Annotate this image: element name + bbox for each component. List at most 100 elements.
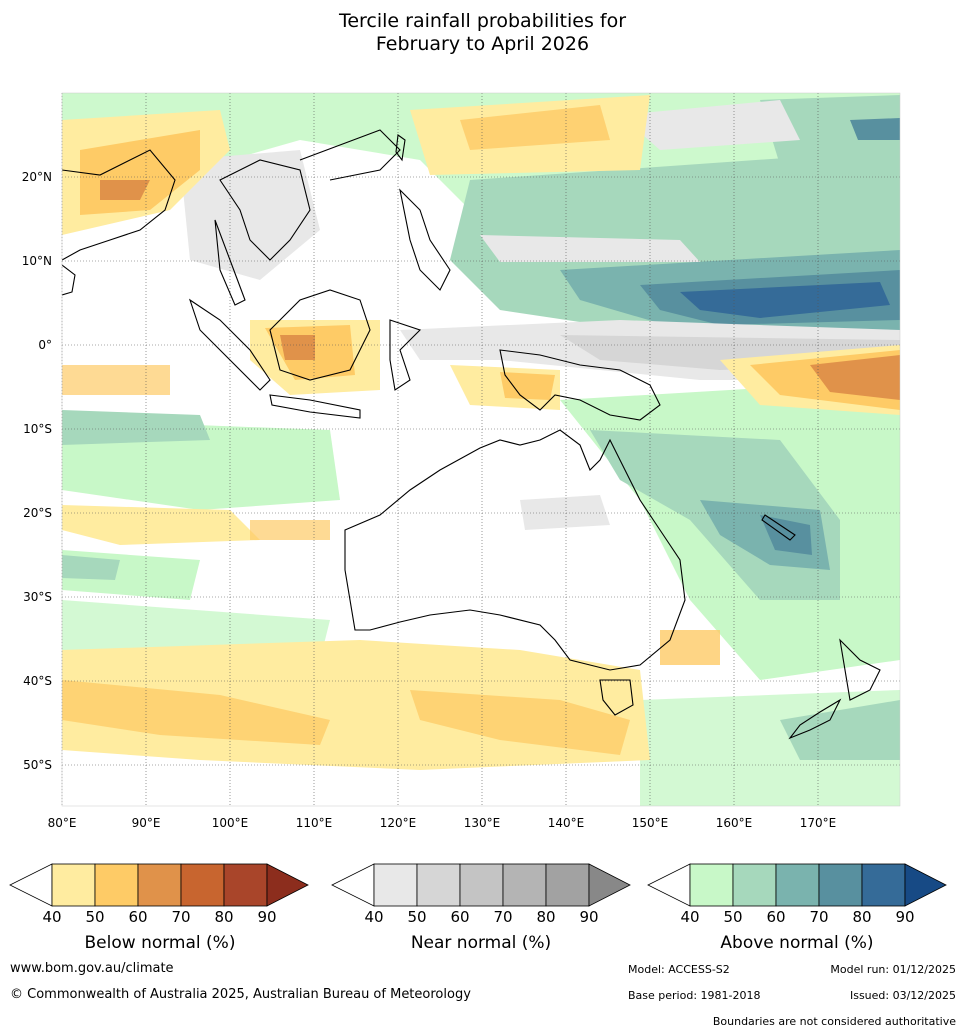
map-title: Tercile rainfall probabilities for Febru… (0, 10, 965, 56)
map-frame (61, 92, 901, 807)
legend-below-tick: 40 (42, 908, 61, 926)
legend-near-tick: 80 (536, 908, 555, 926)
below-60-india (100, 180, 150, 200)
legend-near-min-arrow (331, 863, 375, 907)
near-40-seasia (180, 150, 320, 280)
legend-below-tick: 80 (214, 908, 233, 926)
above-50-indian (62, 410, 210, 445)
legend-colorbars: 40 50 60 70 80 90 40 50 60 70 80 90 40 50 60 70 80 90 (9, 863, 947, 926)
indochina-coast (219, 159, 311, 261)
below-50-south-band-2 (410, 690, 630, 755)
lat-label: 0° (38, 338, 52, 352)
probability-fields (62, 93, 900, 806)
tasmania-coast (599, 679, 634, 716)
sri-lanka (62, 264, 76, 296)
legend-below-tick: 60 (128, 908, 147, 926)
new-caledonia (761, 514, 796, 541)
below-50-south-band (62, 680, 330, 745)
lat-label: 30°S (23, 590, 52, 604)
issued-date: Issued: 03/12/2025 (849, 989, 956, 1002)
legend-near-tick: 70 (493, 908, 512, 926)
below-60-east-png (810, 355, 900, 400)
below-60-borneo (280, 335, 315, 360)
legend-below-min-arrow (9, 863, 53, 907)
graticule (61, 93, 900, 806)
legend-near-swatch (373, 863, 418, 907)
legend-near-swatch (459, 863, 504, 907)
title-line-2: February to April 2026 (375, 33, 590, 55)
near-40-mid (520, 495, 610, 530)
legend-near-tick: 50 (407, 908, 426, 926)
lat-label: 10°N (22, 254, 52, 268)
legend-above-tick: 70 (809, 908, 828, 926)
philippines-coast (399, 188, 451, 291)
below-40-tasman (660, 630, 720, 665)
website-link[interactable]: www.bom.gov.au/climate (10, 961, 174, 976)
lon-label: 150°E (632, 816, 669, 830)
below-40-ind-mid (62, 505, 260, 545)
legend-below-swatch (51, 863, 96, 907)
legend-above-tick: 50 (723, 908, 742, 926)
lon-label: 90°E (132, 816, 161, 830)
legend-above-max-arrow (904, 863, 947, 907)
boundary-disclaimer: Boundaries are not considered authoritat… (712, 1015, 956, 1028)
legend-above-swatch (861, 863, 906, 907)
above-60-north-pacific (850, 118, 900, 140)
sulawesi-coast (389, 319, 422, 391)
malay-peninsula (214, 219, 246, 306)
below-40-mid-2 (250, 520, 330, 540)
new-zealand-north (839, 638, 881, 701)
legend-above-swatch (732, 863, 777, 907)
lon-label: 80°E (48, 816, 77, 830)
india-coast (62, 149, 176, 261)
lon-label: 160°E (716, 816, 753, 830)
model-run: Model run: 01/12/2025 (830, 963, 956, 976)
below-40-west-ind (62, 365, 170, 395)
copyright-text: © Commonwealth of Australia 2025, Austra… (10, 987, 471, 1002)
above-50-indian-2 (62, 555, 120, 580)
legend-above-min-arrow (647, 863, 691, 907)
legend-near-swatch (545, 863, 590, 907)
legend-below-tick: 70 (171, 908, 190, 926)
legend-above-tick: 80 (852, 908, 871, 926)
legend-below-tick: 90 (257, 908, 276, 926)
australia-coast (344, 429, 686, 671)
legend-below-max-arrow (266, 863, 309, 907)
above-70-coral-sea (760, 515, 812, 555)
base-period: Base period: 1981-2018 (628, 989, 761, 1002)
lon-label: 100°E (212, 816, 249, 830)
legend-below-swatch (137, 863, 182, 907)
legend-above-tick: 40 (680, 908, 699, 926)
legend-above-tick: 60 (766, 908, 785, 926)
legend-above-swatch (775, 863, 820, 907)
lat-label: 50°S (23, 758, 52, 772)
legend-above-tick: 90 (895, 908, 914, 926)
taiwan (395, 134, 406, 162)
new-zealand-south (788, 698, 842, 740)
lat-label: 20°S (23, 506, 52, 520)
legend-below-swatch (94, 863, 139, 907)
java-coast (269, 394, 361, 419)
sumatra-coast (188, 298, 271, 391)
lon-label: 120°E (380, 816, 417, 830)
above-80-band-pacific (680, 282, 890, 318)
legend-above-swatch (818, 863, 863, 907)
new-guinea-coast (499, 349, 661, 421)
below-50-japan-sea (460, 105, 610, 150)
below-50-arafura (500, 372, 555, 400)
china-coast (299, 129, 401, 181)
legend-near-tick: 90 (579, 908, 598, 926)
longitude-labels: 80°E 90°E 100°E 110°E 120°E 130°E 140°E … (48, 816, 837, 830)
legend-label-above: Above normal (%) (720, 933, 874, 953)
legend-near-swatch (416, 863, 461, 907)
lon-label: 140°E (548, 816, 585, 830)
above-50-north-pacific (760, 95, 900, 170)
model-name: Model: ACCESS-S2 (628, 963, 730, 976)
lat-label: 10°S (23, 422, 52, 436)
latitude-labels: 20°N 10°N 0° 10°S 20°S 30°S 40°S 50°S (22, 170, 52, 772)
coastlines (62, 129, 881, 740)
legend-label-near: Near normal (%) (410, 933, 552, 953)
legend-below-tick: 50 (85, 908, 104, 926)
lat-label: 20°N (22, 170, 52, 184)
above-50-tasman (780, 700, 900, 760)
